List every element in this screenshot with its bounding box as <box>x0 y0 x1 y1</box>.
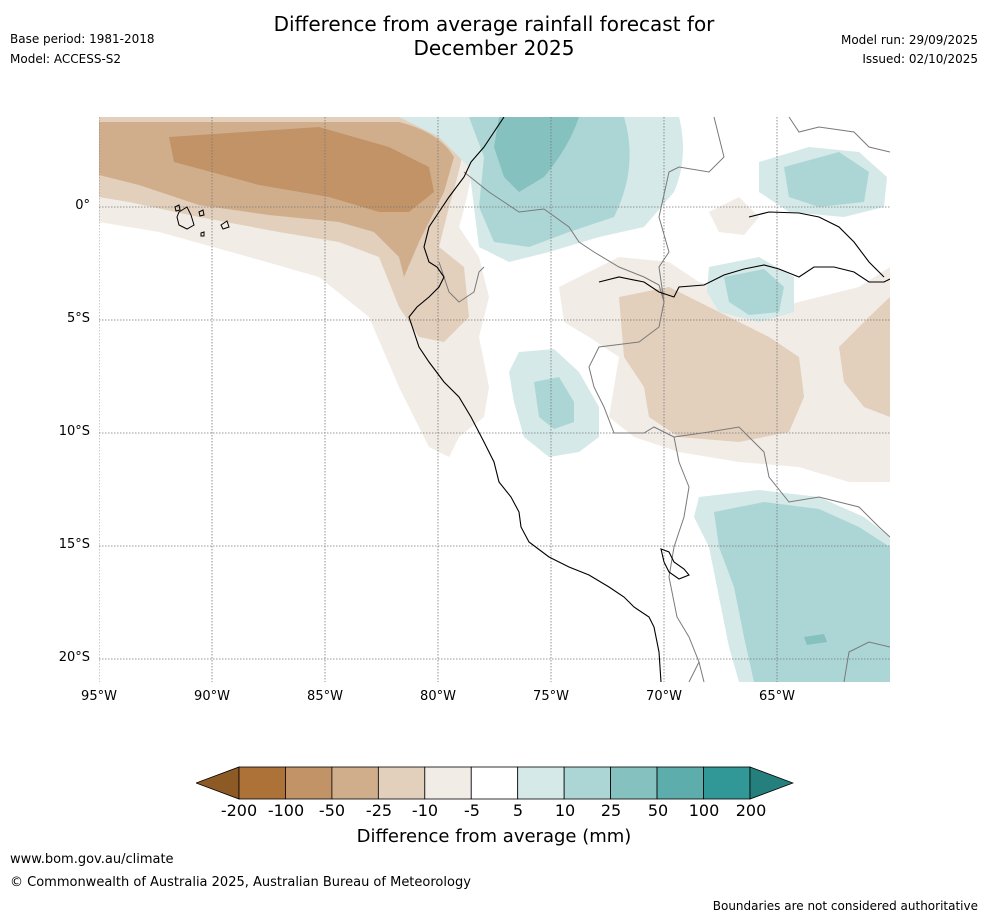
lon-label-65w: 65°W <box>759 689 795 704</box>
dry-anomaly-northwest <box>99 117 489 457</box>
title-line-2: December 2025 <box>413 36 575 60</box>
colorbar-extend-low <box>194 766 240 800</box>
border-venezuela-guyana <box>788 116 891 153</box>
colorbar-tick: 50 <box>647 801 669 820</box>
colorbar-cell <box>377 766 426 800</box>
title-line-1: Difference from average rainfall forecas… <box>273 12 715 36</box>
lon-label-95w: 95°W <box>81 689 117 704</box>
galapagos-islands <box>174 204 230 237</box>
lat-label-10s: 10°S <box>58 424 90 439</box>
lon-label-85w: 85°W <box>307 689 343 704</box>
border-chile-bolivia <box>688 661 700 683</box>
model-name-text: Model: ACCESS-S2 <box>10 52 122 66</box>
colorbar-label: Difference from average (mm) <box>356 826 632 847</box>
lat-label-15s: 15°S <box>58 537 90 552</box>
colorbar-tick: -100 <box>267 801 305 820</box>
colorbar-tick: 25 <box>600 801 622 820</box>
colorbar-cell <box>610 766 658 800</box>
model-run-text: Model run: 29/09/2025 <box>840 33 978 47</box>
colorbar-cell <box>285 766 333 800</box>
issued-date-text: Issued: 02/10/2025 <box>862 52 978 66</box>
wet-anomaly-peru <box>509 349 599 457</box>
colorbar-cell <box>470 766 519 800</box>
lon-label-90w: 90°W <box>194 689 230 704</box>
lat-label-20s: 20°S <box>58 650 90 665</box>
colorbar-cell <box>238 766 286 800</box>
lat-label-0: 0° <box>75 198 90 213</box>
lake-titicaca <box>660 548 690 580</box>
wet-anomaly-south <box>694 490 890 682</box>
graticule <box>98 117 890 682</box>
map-svg <box>98 116 891 683</box>
colorbar-cell <box>331 766 379 800</box>
colorbar-tick: -25 <box>365 801 393 820</box>
lon-label-70w: 70°W <box>646 689 682 704</box>
colorbar-cell <box>656 766 704 800</box>
pacific-coastline <box>408 116 662 683</box>
border-ecuador-peru <box>438 261 485 303</box>
rainfall-map <box>98 116 891 683</box>
colorbar-cell <box>517 766 565 800</box>
colorbar <box>194 766 795 804</box>
colorbar-tick: -5 <box>464 801 480 820</box>
border-colombia-peru <box>463 171 665 303</box>
colorbar-tick: 10 <box>554 801 576 820</box>
lon-label-80w: 80°W <box>420 689 456 704</box>
colorbar-tick: 100 <box>688 801 720 820</box>
lon-label-75w: 75°W <box>533 689 569 704</box>
border-peru-brazil <box>588 301 675 438</box>
disclaimer-text: Boundaries are not considered authoritat… <box>712 899 978 913</box>
border-peru-bolivia <box>668 436 705 683</box>
colorbar-extend-high <box>749 766 795 800</box>
negro-river <box>748 211 885 278</box>
website-link[interactable]: www.bom.gov.au/climate <box>10 852 174 867</box>
base-period-text: Base period: 1981-2018 <box>10 32 155 46</box>
colorbar-svg <box>194 766 795 800</box>
colorbar-tick: 5 <box>512 801 524 820</box>
colorbar-tick: -10 <box>411 801 439 820</box>
colorbar-cell <box>563 766 611 800</box>
lat-label-5s: 5°S <box>66 311 90 326</box>
wet-anomaly-north <box>399 117 887 262</box>
colorbar-cells <box>238 766 751 800</box>
colorbar-tick: 200 <box>735 801 767 820</box>
copyright-text: © Commonwealth of Australia 2025, Austra… <box>10 875 471 890</box>
dry-anomaly-central <box>559 197 890 482</box>
colorbar-tick: -50 <box>318 801 346 820</box>
border-bolivia-paraguay <box>843 641 891 683</box>
border-colombia-venezuela <box>658 116 725 303</box>
border-brazil-bolivia <box>673 426 891 538</box>
coastline <box>408 116 891 683</box>
colorbar-cell <box>424 766 472 800</box>
country-borders <box>438 116 891 683</box>
colorbar-cell <box>703 766 751 800</box>
chart-title: Difference from average rainfall forecas… <box>0 12 988 60</box>
colorbar-tick: -200 <box>220 801 258 820</box>
amazon-river <box>598 264 891 298</box>
